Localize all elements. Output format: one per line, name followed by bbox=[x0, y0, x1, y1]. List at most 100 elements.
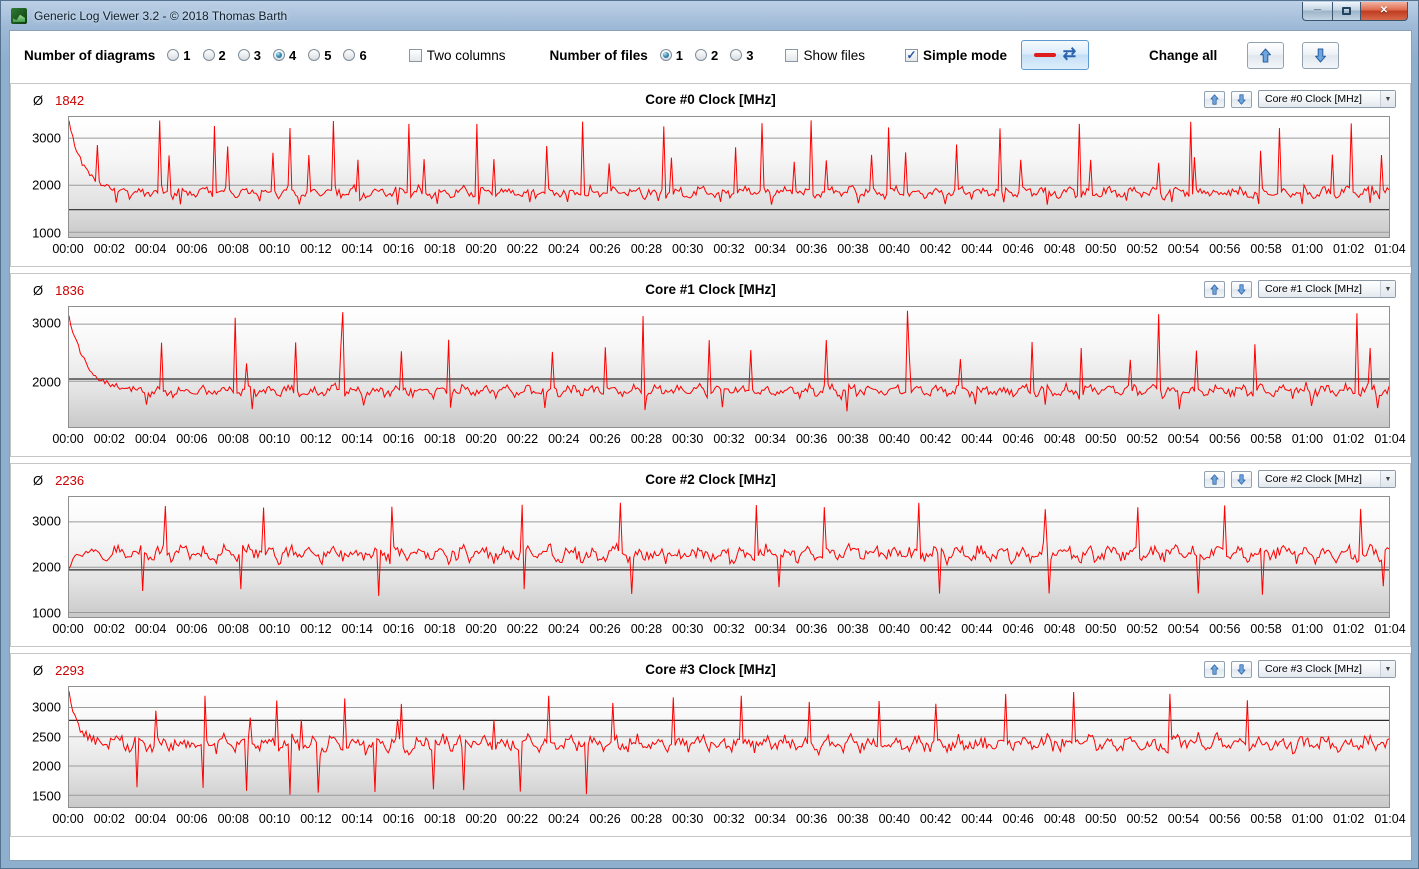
chart-panel-core0: Ø 1842 Core #0 Clock [MHz] Core #0 Clock… bbox=[10, 83, 1411, 267]
x-tick-label: 00:40 bbox=[878, 242, 910, 256]
chart-move-down-button[interactable] bbox=[1231, 660, 1252, 678]
panel-header: Ø 1842 Core #0 Clock [MHz] Core #0 Clock… bbox=[11, 84, 1410, 116]
y-axis-labels: 3000 2000 bbox=[11, 306, 68, 428]
x-tick-label: 00:26 bbox=[589, 432, 621, 446]
chart-source-value: Core #3 Clock [MHz] bbox=[1265, 663, 1362, 675]
change-all-down-button[interactable] bbox=[1302, 41, 1340, 69]
y-tick-label: 2000 bbox=[32, 559, 61, 575]
file-count-radio-1[interactable]: 1 bbox=[659, 47, 683, 63]
plot-area[interactable] bbox=[68, 496, 1390, 618]
diagram-count-radio-3[interactable]: 3 bbox=[237, 48, 261, 63]
maximize-button[interactable] bbox=[1332, 2, 1361, 21]
checkmark-icon: ✓ bbox=[906, 48, 917, 62]
x-tick-label: 00:36 bbox=[795, 812, 828, 826]
x-tick-label: 00:28 bbox=[630, 812, 663, 826]
plot-area[interactable] bbox=[68, 306, 1390, 428]
simple-mode-checkbox[interactable]: ✓ Simple mode bbox=[904, 48, 1007, 63]
chart-move-down-button[interactable] bbox=[1231, 90, 1252, 108]
file-count-radio-2[interactable]: 2 bbox=[694, 48, 718, 63]
radio-icon bbox=[272, 49, 285, 61]
x-tick-label: 00:16 bbox=[382, 622, 415, 636]
line-style-refresh-button[interactable]: ⇄ bbox=[1021, 40, 1089, 70]
panel-header: Ø 2293 Core #3 Clock [MHz] Core #3 Clock… bbox=[11, 654, 1410, 686]
radio-label: 6 bbox=[359, 47, 367, 63]
chart-move-up-button[interactable] bbox=[1204, 90, 1225, 108]
chart-panels: Ø 1842 Core #0 Clock [MHz] Core #0 Clock… bbox=[10, 79, 1411, 837]
x-tick-label: 01:02 bbox=[1333, 242, 1365, 256]
x-tick-label: 00:56 bbox=[1209, 432, 1241, 446]
x-tick-label: 00:08 bbox=[217, 432, 249, 446]
chart-move-up-button[interactable] bbox=[1204, 280, 1225, 298]
chart-source-select[interactable]: Core #3 Clock [MHz] ▼ bbox=[1258, 660, 1396, 678]
x-tick-label: 00:06 bbox=[176, 242, 208, 256]
x-tick-label: 00:12 bbox=[300, 622, 332, 636]
diagram-count-radio-6[interactable]: 6 bbox=[343, 47, 367, 63]
x-tick-label: 00:04 bbox=[134, 812, 167, 826]
chart-source-select[interactable]: Core #2 Clock [MHz] ▼ bbox=[1258, 470, 1396, 488]
x-tick-label: 00:10 bbox=[258, 622, 291, 636]
x-tick-label: 00:04 bbox=[134, 622, 167, 636]
x-tick-label: 00:08 bbox=[217, 812, 249, 826]
x-tick-label: 00:06 bbox=[176, 432, 208, 446]
x-tick-label: 00:38 bbox=[837, 622, 869, 636]
x-tick-label: 00:32 bbox=[713, 622, 745, 636]
diagram-count-radio-1[interactable]: 1 bbox=[167, 48, 191, 63]
chart-move-up-button[interactable] bbox=[1204, 470, 1225, 488]
x-tick-label: 00:52 bbox=[1126, 812, 1158, 826]
y-tick-label: 2000 bbox=[32, 177, 61, 193]
chart-move-down-button[interactable] bbox=[1231, 280, 1252, 298]
diagram-count-radio-4[interactable]: 4 bbox=[272, 48, 296, 63]
y-tick-label: 3000 bbox=[32, 513, 61, 529]
x-tick-label: 01:00 bbox=[1291, 812, 1324, 826]
chart-source-select[interactable]: Core #0 Clock [MHz] ▼ bbox=[1258, 90, 1396, 108]
chart-title: Core #0 Clock [MHz] bbox=[645, 92, 776, 107]
title-bar[interactable]: Generic Log Viewer 3.2 - © 2018 Thomas B… bbox=[2, 2, 1417, 30]
x-tick-label: 00:00 bbox=[52, 622, 84, 636]
x-tick-label: 00:32 bbox=[713, 432, 745, 446]
two-columns-checkbox[interactable]: ✓ Two columns bbox=[408, 47, 506, 63]
plot-area[interactable] bbox=[68, 116, 1390, 238]
average-value: 2236 bbox=[55, 473, 85, 488]
close-button[interactable]: ✕ bbox=[1361, 2, 1408, 21]
checkbox-icon: ✓ bbox=[904, 48, 918, 62]
chart-source-select[interactable]: Core #1 Clock [MHz] ▼ bbox=[1258, 280, 1396, 298]
x-tick-label: 00:50 bbox=[1085, 812, 1117, 826]
up-arrow-icon bbox=[1259, 48, 1272, 63]
x-tick-label: 00:42 bbox=[919, 242, 952, 256]
diagram-count-radio-group: 1 2 3 4 5 6 bbox=[167, 48, 378, 63]
x-tick-label: 00:48 bbox=[1043, 432, 1076, 446]
radio-label: 1 bbox=[675, 47, 683, 63]
x-tick-label: 00:18 bbox=[424, 812, 456, 826]
file-count-radio-3[interactable]: 3 bbox=[730, 48, 753, 63]
x-tick-label: 00:42 bbox=[919, 812, 952, 826]
close-icon: ✕ bbox=[1379, 5, 1389, 16]
x-tick-label: 01:02 bbox=[1333, 812, 1365, 826]
y-axis-labels: 3000 2500 2000 1500 bbox=[11, 686, 68, 808]
change-all-up-button[interactable] bbox=[1247, 41, 1285, 69]
chart-move-down-button[interactable] bbox=[1231, 470, 1252, 488]
chart-move-up-button[interactable] bbox=[1204, 660, 1225, 678]
down-arrow-icon bbox=[1237, 93, 1246, 105]
show-files-checkbox[interactable]: ✓ Show files bbox=[785, 48, 865, 63]
x-tick-label: 00:20 bbox=[465, 812, 497, 826]
average-value: 1842 bbox=[55, 93, 85, 108]
plot-area[interactable] bbox=[68, 686, 1390, 808]
x-tick-label: 00:40 bbox=[878, 622, 910, 636]
x-tick-label: 00:14 bbox=[341, 622, 373, 636]
x-tick-label: 00:30 bbox=[672, 242, 704, 256]
chart-source-value: Core #0 Clock [MHz] bbox=[1265, 93, 1362, 105]
diagram-count-radio-5[interactable]: 5 bbox=[308, 48, 331, 63]
y-tick-label: 3000 bbox=[32, 130, 61, 146]
x-tick-label: 00:40 bbox=[878, 432, 910, 446]
app-icon bbox=[11, 8, 27, 24]
x-tick-label: 00:48 bbox=[1043, 622, 1076, 636]
diagram-count-radio-2[interactable]: 2 bbox=[202, 48, 226, 63]
panel-controls: Core #1 Clock [MHz] ▼ bbox=[1204, 280, 1396, 298]
x-axis-labels: 00:00 00:02 00:04 00:06 00:08 00:10 00:12 00:14… bbox=[52, 808, 1405, 836]
radio-label: 5 bbox=[324, 47, 332, 63]
two-columns-label: Two columns bbox=[426, 47, 506, 63]
x-tick-label: 00:46 bbox=[1002, 622, 1034, 636]
x-tick-label: 00:50 bbox=[1085, 622, 1117, 636]
minimize-button[interactable]: ─ bbox=[1302, 2, 1332, 21]
x-tick-label: 00:42 bbox=[919, 622, 952, 636]
